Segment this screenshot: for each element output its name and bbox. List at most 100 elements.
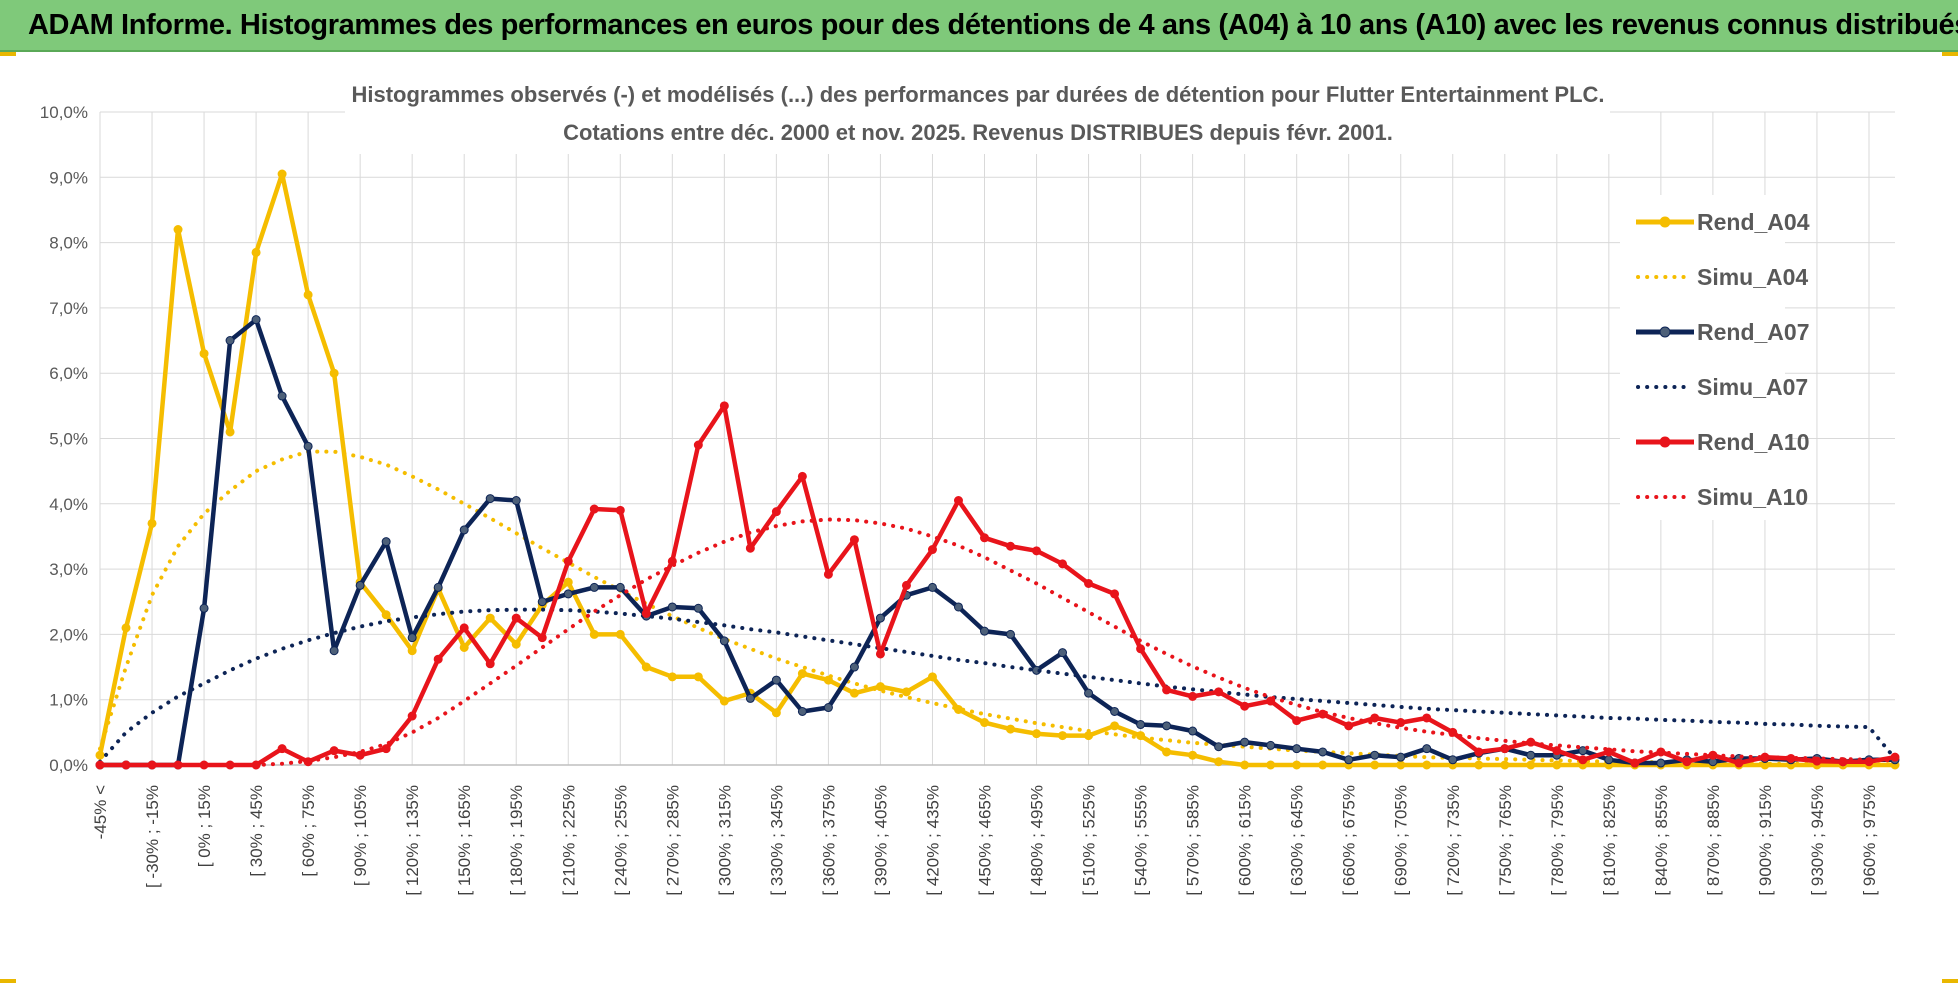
data-point-rend-a07 <box>1448 755 1458 765</box>
data-point-rend-a07 <box>849 662 859 672</box>
data-point-rend-a07 <box>927 582 937 592</box>
legend-label-simu-a10: Simu_A10 <box>1697 484 1808 510</box>
data-point-rend-a04 <box>875 682 885 692</box>
data-point-rend-a10 <box>1344 721 1354 731</box>
data-point-rend-a04 <box>979 718 989 728</box>
data-point-rend-a07 <box>199 603 209 613</box>
data-point-rend-a07 <box>1318 747 1328 757</box>
data-point-rend-a10 <box>1214 687 1224 697</box>
data-point-rend-a07 <box>745 693 755 703</box>
data-point-rend-a07 <box>1604 755 1614 765</box>
data-point-rend-a07 <box>1006 629 1016 639</box>
x-tick-label: [ 150% ; 165% <box>455 785 474 896</box>
x-tick-label: [ 270% ; 285% <box>663 785 682 896</box>
data-point-rend-a04 <box>849 688 859 698</box>
data-point-rend-a07 <box>1266 740 1276 750</box>
data-point-rend-a04 <box>667 672 677 682</box>
data-point-rend-a07 <box>1370 750 1380 760</box>
data-point-rend-a10 <box>771 507 781 517</box>
y-tick-label: 10,0% <box>40 103 88 122</box>
y-tick-label: 9,0% <box>49 168 88 187</box>
chart-title-background <box>345 72 1610 154</box>
data-point-rend-a10 <box>459 623 469 633</box>
data-point-rend-a04 <box>1396 760 1406 770</box>
data-point-rend-a07 <box>251 315 261 325</box>
data-point-rend-a07 <box>1344 755 1354 765</box>
data-point-rend-a10 <box>641 609 651 619</box>
data-point-rend-a07 <box>1110 706 1120 716</box>
data-point-rend-a10 <box>1500 744 1510 754</box>
data-point-rend-a10 <box>615 505 625 515</box>
data-point-rend-a10 <box>1162 685 1172 695</box>
data-point-rend-a10 <box>433 654 443 664</box>
data-point-rend-a10 <box>1890 752 1900 762</box>
data-point-rend-a07 <box>511 496 521 506</box>
data-point-rend-a10 <box>1396 718 1406 728</box>
y-tick-label: 5,0% <box>49 430 88 449</box>
data-point-rend-a04 <box>1266 760 1276 770</box>
data-point-rend-a04 <box>1552 760 1562 770</box>
series-line-simu-a10 <box>98 517 1897 767</box>
x-tick-label: [ 480% ; 495% <box>1028 785 1047 896</box>
data-point-rend-a10 <box>823 569 833 579</box>
chart-subtitle: Cotations entre déc. 2000 et nov. 2025. … <box>563 120 1393 145</box>
data-point-rend-a07 <box>719 636 729 646</box>
data-point-rend-a07 <box>303 441 313 451</box>
data-point-rend-a10 <box>1682 757 1692 767</box>
data-point-rend-a04 <box>1370 760 1380 770</box>
x-tick-label: [ 870% ; 885% <box>1704 785 1723 896</box>
data-point-rend-a07 <box>407 633 417 643</box>
x-tick-label: [ 390% ; 405% <box>871 785 890 896</box>
x-tick-label: [ 600% ; 615% <box>1236 785 1255 896</box>
data-point-rend-a07 <box>615 582 625 592</box>
x-tick-label: [ 90% ; 105% <box>351 785 370 886</box>
data-point-rend-a10 <box>1630 758 1640 768</box>
data-point-rend-a04 <box>95 750 105 760</box>
data-point-rend-a10 <box>953 496 963 506</box>
legend-marker-rend-a07 <box>1659 326 1671 338</box>
data-point-rend-a10 <box>1084 578 1094 588</box>
legend-label-rend-a04: Rend_A04 <box>1697 209 1810 235</box>
series-line-simu-a07 <box>98 607 1897 764</box>
data-point-rend-a04 <box>199 349 209 359</box>
chart-title: Histogrammes observés (-) et modélisés (… <box>351 82 1604 107</box>
data-point-rend-a04 <box>1318 760 1328 770</box>
data-point-rend-a04 <box>771 708 781 718</box>
data-point-rend-a07 <box>563 589 573 599</box>
data-point-rend-a04 <box>1058 731 1068 741</box>
x-tick-label: [ 30% ; 45% <box>247 785 266 877</box>
data-point-rend-a07 <box>1084 688 1094 698</box>
data-point-rend-a07 <box>355 580 365 590</box>
data-point-rend-a04 <box>1110 721 1120 731</box>
data-point-rend-a07 <box>1396 752 1406 762</box>
data-point-rend-a07 <box>381 537 391 547</box>
data-point-rend-a07 <box>1240 737 1250 747</box>
data-point-rend-a10 <box>875 649 885 659</box>
data-point-rend-a10 <box>1058 559 1068 569</box>
data-point-rend-a07 <box>1188 726 1198 736</box>
data-point-rend-a10 <box>1552 746 1562 756</box>
legend-label-rend-a10: Rend_A10 <box>1697 429 1809 455</box>
legend-marker-rend-a04 <box>1659 216 1671 228</box>
x-tick-label: [ 930% ; 945% <box>1808 785 1827 896</box>
series-line-rend-a10 <box>100 403 1896 768</box>
y-tick-label: 6,0% <box>49 364 88 383</box>
data-point-rend-a10 <box>849 535 859 545</box>
data-point-rend-a04 <box>277 169 287 179</box>
x-tick-label: [ 720% ; 735% <box>1444 785 1463 896</box>
data-point-rend-a04 <box>1162 747 1172 757</box>
data-point-rend-a07 <box>1058 648 1068 658</box>
data-point-rend-a10 <box>511 613 521 623</box>
legend-background <box>1620 195 1785 520</box>
data-point-rend-a10 <box>355 750 365 760</box>
series-simu-a07 <box>98 607 1897 764</box>
series-simu-a04 <box>98 449 1897 767</box>
chart-frame <box>0 52 1958 983</box>
data-point-rend-a04 <box>329 368 339 378</box>
data-point-rend-a04 <box>693 672 703 682</box>
data-point-rend-a04 <box>615 629 625 639</box>
data-point-rend-a10 <box>1136 644 1146 654</box>
data-point-rend-a04 <box>1422 760 1432 770</box>
data-point-rend-a04 <box>797 669 807 679</box>
data-point-rend-a04 <box>173 225 183 235</box>
